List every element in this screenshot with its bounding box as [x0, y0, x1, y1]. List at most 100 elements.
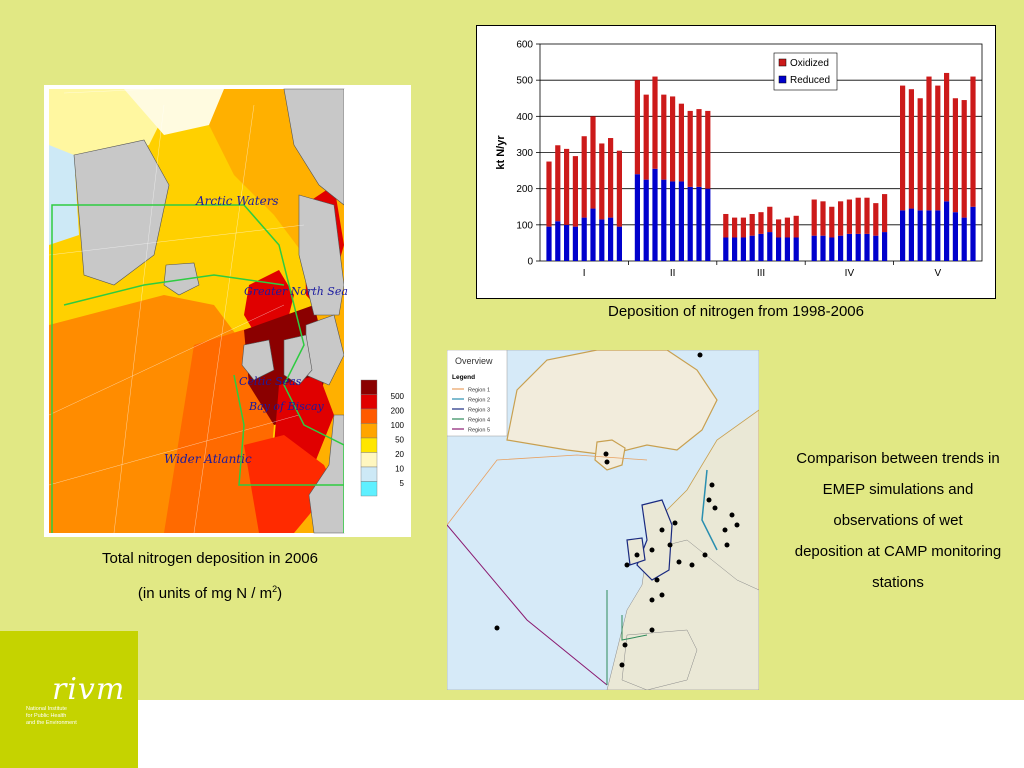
legend-swatch: [360, 379, 378, 395]
legend-swatch: [360, 437, 378, 453]
bar-reduced: [855, 233, 861, 261]
label-arctic-waters: Arctic Waters: [195, 194, 279, 208]
bar-reduced: [776, 237, 782, 261]
bar-oxidized: [758, 212, 764, 234]
bar-oxidized: [670, 96, 676, 182]
rivm-logo-subtitle: National Institute for Public Health and…: [26, 706, 126, 727]
bar-reduced: [661, 179, 667, 261]
bar-oxidized: [882, 194, 888, 233]
bar-oxidized: [661, 94, 667, 180]
bar-oxidized: [581, 136, 587, 218]
legend-value: 50: [395, 436, 404, 445]
bar-reduced: [917, 210, 923, 261]
bar-oxidized: [572, 156, 578, 227]
y-tick-label: 200: [516, 184, 533, 195]
bar-reduced: [864, 233, 870, 261]
bar-oxidized: [855, 197, 861, 234]
bar-oxidized: [590, 116, 596, 209]
label-bay-of-biscay: Bay of Biscay: [248, 400, 325, 413]
legend-swatch: [778, 75, 787, 84]
label-wider-atlantic: Wider Atlantic: [164, 452, 252, 466]
region-label: Region 3: [468, 408, 490, 414]
region-label: Region 1: [468, 388, 490, 394]
bar-reduced: [608, 217, 614, 261]
bar-oxidized: [935, 85, 941, 211]
map2-region-legend: Region 1 Region 2 Region 3 Region 4 Region 5: [452, 388, 490, 434]
bar-reduced: [749, 235, 755, 261]
bar-oxidized: [599, 143, 605, 220]
map1-caption: Total nitrogen deposition in 2006 (in un…: [44, 544, 376, 609]
bar-oxidized: [944, 72, 950, 202]
bar-reduced: [970, 206, 976, 261]
legend-swatch: [360, 466, 378, 482]
legend-swatch: [360, 394, 378, 410]
bar-reduced: [732, 237, 738, 261]
bar-reduced: [961, 217, 967, 261]
y-tick-label: 600: [516, 40, 533, 51]
map1-caption-close: ): [277, 585, 283, 602]
region-label: Region 2: [468, 398, 490, 404]
legend-swatch: [360, 481, 378, 497]
camp-stations-map: Overview Legend Region 1 Region 2 Region 3…: [446, 349, 760, 691]
legend-entry: Oxidized: [790, 58, 829, 69]
map1-caption-line1: Total nitrogen deposition in 2006: [102, 550, 318, 567]
comparison-caption-line: stations: [872, 574, 924, 591]
chart-caption: Deposition of nitrogen from 1998-2006: [608, 303, 864, 320]
bar-reduced: [873, 235, 879, 261]
bar-reduced: [687, 186, 693, 261]
bar-reduced: [784, 237, 790, 261]
comparison-caption-line: Comparison between trends in: [796, 450, 1000, 467]
bar-reduced: [634, 174, 640, 261]
bar-reduced: [820, 235, 826, 261]
bar-reduced: [935, 210, 941, 261]
label-celtic-seas: Celtic Seas: [239, 375, 302, 388]
x-tick-label: IV: [845, 268, 855, 279]
bar-oxidized: [696, 109, 702, 187]
bar-reduced: [846, 233, 852, 261]
bar-oxidized: [900, 85, 906, 211]
bar-oxidized: [723, 213, 729, 238]
bar-reduced: [555, 221, 561, 261]
bar-reduced: [767, 232, 773, 261]
map2-legend-title: Legend: [452, 374, 475, 381]
bar-oxidized: [838, 201, 844, 236]
x-tick-label: I: [583, 268, 586, 279]
bar-reduced: [926, 210, 932, 261]
bar-reduced: [546, 226, 552, 261]
comparison-caption-line: observations of wet: [833, 512, 963, 529]
x-tick-label: V: [934, 268, 941, 279]
x-tick-label: II: [670, 268, 676, 279]
comparison-caption-line: deposition at CAMP monitoring: [794, 543, 1002, 560]
deposition-map: Arctic Waters Greater North Sea Celtic S…: [44, 85, 411, 537]
bar-oxidized: [546, 161, 552, 227]
bar-oxidized: [811, 199, 817, 236]
bar-reduced: [678, 181, 684, 261]
legend-swatch: [360, 423, 378, 439]
legend-swatch: [778, 58, 787, 67]
logo-sub-line: for Public Health: [26, 713, 67, 719]
y-tick-label: 400: [516, 112, 533, 123]
bar-reduced: [616, 226, 622, 261]
comparison-caption-line: EMEP simulations and: [822, 481, 974, 498]
legend-value: 10: [395, 465, 404, 474]
bar-reduced: [723, 237, 729, 261]
bar-oxidized: [776, 219, 782, 238]
bar-oxidized: [555, 145, 561, 222]
bar-oxidized: [908, 89, 914, 209]
y-tick-label: 500: [516, 76, 533, 87]
map1-caption-superscript: 2: [272, 584, 278, 594]
bar-oxidized: [820, 201, 826, 236]
y-tick-label: 100: [516, 220, 533, 231]
bar-oxidized: [793, 215, 799, 238]
bar-reduced: [590, 208, 596, 261]
map2-title: Overview: [455, 356, 493, 366]
bar-oxidized: [652, 76, 658, 169]
y-axis-label: kt N/yr: [495, 135, 507, 170]
logo-sub-line: National Institute: [26, 706, 67, 712]
bar-oxidized: [952, 98, 958, 213]
bar-oxidized: [705, 110, 711, 189]
bar-reduced: [599, 219, 605, 261]
bar-oxidized: [917, 98, 923, 211]
bar-reduced: [944, 201, 950, 261]
bar-reduced: [581, 217, 587, 261]
